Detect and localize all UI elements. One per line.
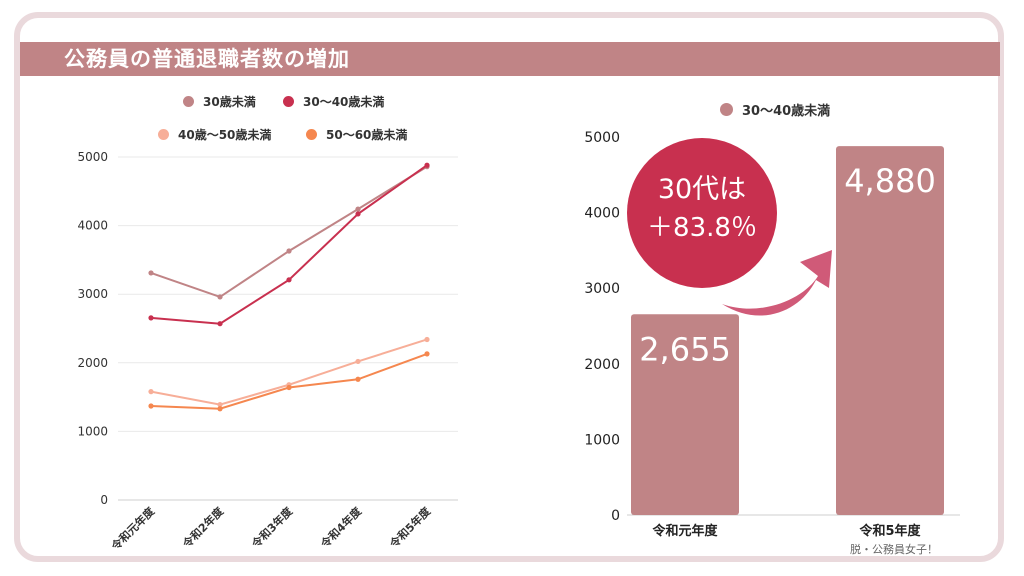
page-title: 公務員の普通退職者数の増加 bbox=[64, 47, 350, 71]
bar-chart: 0 1000 2000 3000 4000 5000 2,655 令和元年度 4,880 令和5年… bbox=[584, 130, 960, 539]
line-point bbox=[217, 406, 223, 412]
line-series bbox=[150, 338, 428, 406]
legend-40-50-label: 40歳～50歳未満 bbox=[178, 128, 272, 142]
bar-ytick-label: 0 bbox=[611, 508, 620, 524]
legend-under30-label: 30歳未満 bbox=[203, 95, 256, 109]
line-xtick-label: 令和3年度 bbox=[248, 504, 296, 552]
credit-text: 脱・公務員女子！ bbox=[850, 543, 938, 556]
curved-arrow-icon bbox=[722, 250, 832, 316]
bar-ytick-label: 1000 bbox=[584, 432, 620, 448]
line-xtick-label: 令和2年度 bbox=[179, 504, 227, 552]
line-point bbox=[355, 206, 361, 212]
line-point bbox=[286, 277, 292, 283]
line-series bbox=[150, 352, 428, 410]
line-point bbox=[148, 270, 154, 276]
line-point bbox=[355, 211, 361, 217]
legend-30-40-label: 30～40歳未満 bbox=[303, 95, 385, 109]
line-ytick-label: 4000 bbox=[77, 219, 108, 233]
legend-under30-swatch bbox=[183, 96, 194, 107]
title-banner bbox=[20, 42, 1000, 76]
line-chart: 0 1000 2000 3000 4000 5000 令和元年度 令和2年度 令和3年度 令和4年… bbox=[77, 150, 458, 554]
line-point bbox=[424, 351, 430, 357]
annotation-group: 30代は ＋83.8％ bbox=[627, 138, 832, 316]
legend-50-60-label: 50～60歳未満 bbox=[326, 128, 408, 142]
bar-xtick-label: 令和5年度 bbox=[859, 523, 921, 539]
line-series bbox=[150, 164, 428, 325]
bubble-line2: ＋83.8％ bbox=[647, 213, 757, 243]
line-xtick-label: 令和4年度 bbox=[317, 504, 365, 552]
bar-legend-swatch bbox=[720, 103, 733, 116]
bar-xtick-label: 令和元年度 bbox=[652, 523, 718, 539]
bar bbox=[836, 146, 944, 515]
line-xtick-label: 令和元年度 bbox=[108, 504, 158, 554]
line-ytick-label: 5000 bbox=[77, 150, 108, 164]
line-ytick-label: 3000 bbox=[77, 287, 108, 301]
line-point bbox=[286, 248, 292, 254]
line-point bbox=[217, 321, 223, 327]
bar-ytick-label: 5000 bbox=[584, 130, 620, 146]
line-point bbox=[217, 294, 223, 300]
bubble-line1: 30代は bbox=[658, 174, 746, 205]
line-ytick-label: 1000 bbox=[77, 424, 108, 438]
legend-40-50: 40歳～50歳未満 bbox=[158, 126, 271, 143]
bar-ytick-label: 4000 bbox=[584, 206, 620, 222]
bar-data-label: 2,655 bbox=[639, 330, 731, 368]
line-xtick-label: 令和5年度 bbox=[386, 504, 434, 552]
legend-30-40: 30～40歳未満 bbox=[283, 93, 384, 110]
bar-legend-label: 30～40歳未満 bbox=[742, 104, 831, 119]
line-point bbox=[286, 384, 292, 391]
line-point bbox=[217, 402, 223, 408]
percent-bubble bbox=[627, 138, 777, 288]
bar-ytick-label: 3000 bbox=[584, 281, 620, 297]
line-point bbox=[148, 389, 154, 395]
bar-legend: 30～40歳未満 bbox=[720, 100, 830, 119]
legend-40-50-swatch bbox=[158, 129, 169, 140]
legend-50-60: 50～60歳未満 bbox=[306, 126, 407, 143]
line-point bbox=[148, 403, 154, 409]
line-point bbox=[148, 315, 154, 321]
line-point bbox=[355, 376, 361, 382]
legend-30-40-swatch bbox=[283, 96, 294, 107]
legend-under30: 30歳未満 bbox=[183, 93, 256, 110]
line-ytick-label: 2000 bbox=[77, 356, 108, 370]
line-ytick-label: 0 bbox=[100, 493, 108, 507]
legend-50-60-swatch bbox=[306, 129, 317, 140]
line-point bbox=[424, 162, 430, 168]
line-point bbox=[355, 358, 361, 365]
bar bbox=[631, 314, 739, 515]
bar-ytick-label: 2000 bbox=[584, 357, 620, 373]
line-point bbox=[424, 336, 430, 343]
bar-data-label: 4,880 bbox=[844, 162, 936, 200]
